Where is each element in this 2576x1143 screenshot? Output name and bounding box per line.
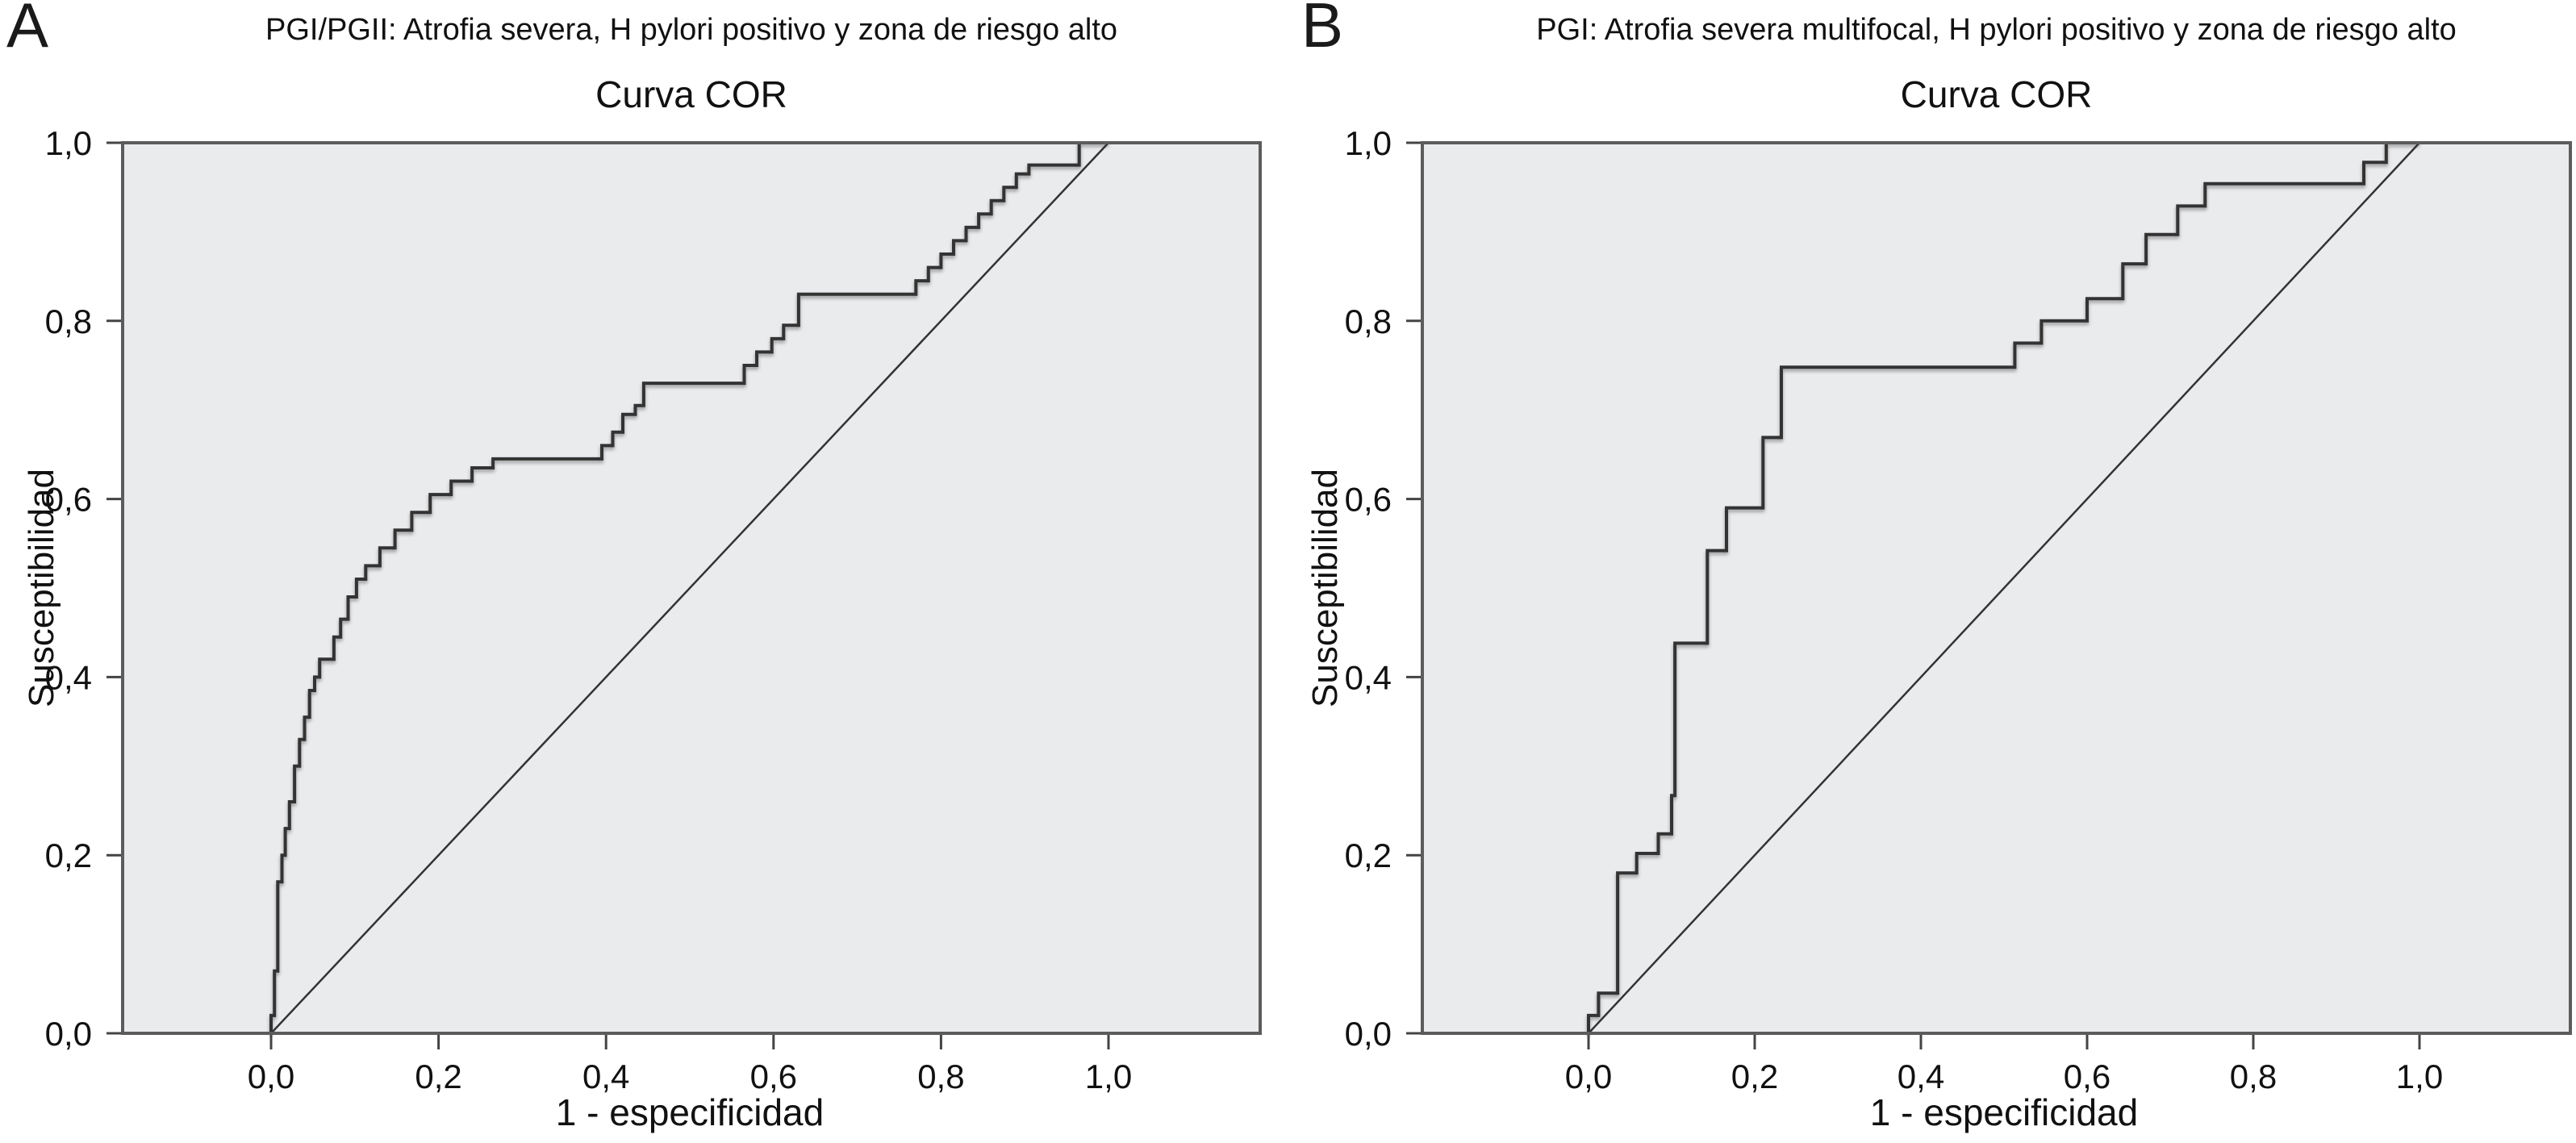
y-tick-label: 0,0 — [45, 1015, 92, 1053]
y-tick-label: 0,4 — [45, 658, 92, 696]
roc-curve-line — [269, 141, 1108, 1033]
panel-a-chart-title: Curva COR — [595, 73, 787, 115]
y-tick-label: 0,2 — [45, 836, 92, 874]
panel-b-plot-area: 0,0 0,2 0,4 0,6 0,8 1,0 0,0 0,2 0,4 0,6 0,8 1,0 — [1345, 124, 2572, 1095]
panel-b-chart-title: Curva COR — [1900, 73, 2093, 115]
panel-b-subtitle: PGI: Atrofia severa multifocal, H pylori… — [1536, 13, 2457, 47]
panel-a-subtitle: PGI/PGII: Atrofia severa, H pylori posit… — [265, 13, 1118, 47]
panel-a: A PGI/PGII: Atrofia severa, H pylori pos… — [6, 0, 1262, 1133]
plot-frame — [1421, 141, 2572, 1035]
plot-background — [123, 143, 1260, 1033]
x-tick-label: 0,6 — [750, 1057, 797, 1095]
y-tick-label: 0,8 — [1345, 302, 1392, 340]
panel-letter-a: A — [6, 0, 49, 60]
panel-a-plot-area: 0,0 0,2 0,4 0,6 0,8 1,0 0,0 0,2 0,4 0,6 0,8 1,0 — [45, 124, 1262, 1095]
y-tick-label: 0,6 — [1345, 481, 1392, 519]
y-tick-label: 0,0 — [1345, 1015, 1392, 1053]
x-tick-label: 0,2 — [415, 1057, 461, 1095]
x-tick-label: 0,2 — [1731, 1057, 1778, 1095]
roc-curve-line — [1587, 141, 2419, 1033]
x-tick-label: 0,8 — [917, 1057, 964, 1095]
panel-b: B PGI: Atrofia severa multifocal, H pylo… — [1288, 0, 2576, 1143]
reference-diagonal-line — [1588, 142, 2420, 1034]
x-tick-label: 0,6 — [2064, 1057, 2110, 1095]
y-tick-label: 1,0 — [1345, 124, 1392, 162]
plot-frame — [121, 141, 1262, 1035]
x-tick-label: 0,0 — [248, 1057, 294, 1095]
panel-b-x-axis-label: 1 - especificidad — [1869, 1091, 2139, 1133]
x-tick-label: 0,4 — [582, 1057, 629, 1095]
panel-a-x-axis-label: 1 - especificidad — [555, 1091, 825, 1133]
plot-background — [1422, 143, 2570, 1033]
y-tick-label: 1,0 — [45, 124, 92, 162]
y-tick-label: 0,6 — [45, 481, 92, 519]
x-tick-label: 0,8 — [2230, 1057, 2277, 1095]
x-tick-label: 0,4 — [1898, 1057, 1944, 1095]
y-tick-label: 0,8 — [45, 302, 92, 340]
x-tick-label: 1,0 — [2396, 1057, 2443, 1095]
y-tick-label: 0,2 — [1345, 836, 1392, 874]
x-tick-label: 1,0 — [1085, 1057, 1132, 1095]
x-tick-label: 0,0 — [1565, 1057, 1612, 1095]
reference-diagonal-line — [270, 142, 1109, 1034]
y-tick-label: 0,4 — [1345, 658, 1392, 696]
panel-letter-b: B — [1301, 0, 1344, 60]
